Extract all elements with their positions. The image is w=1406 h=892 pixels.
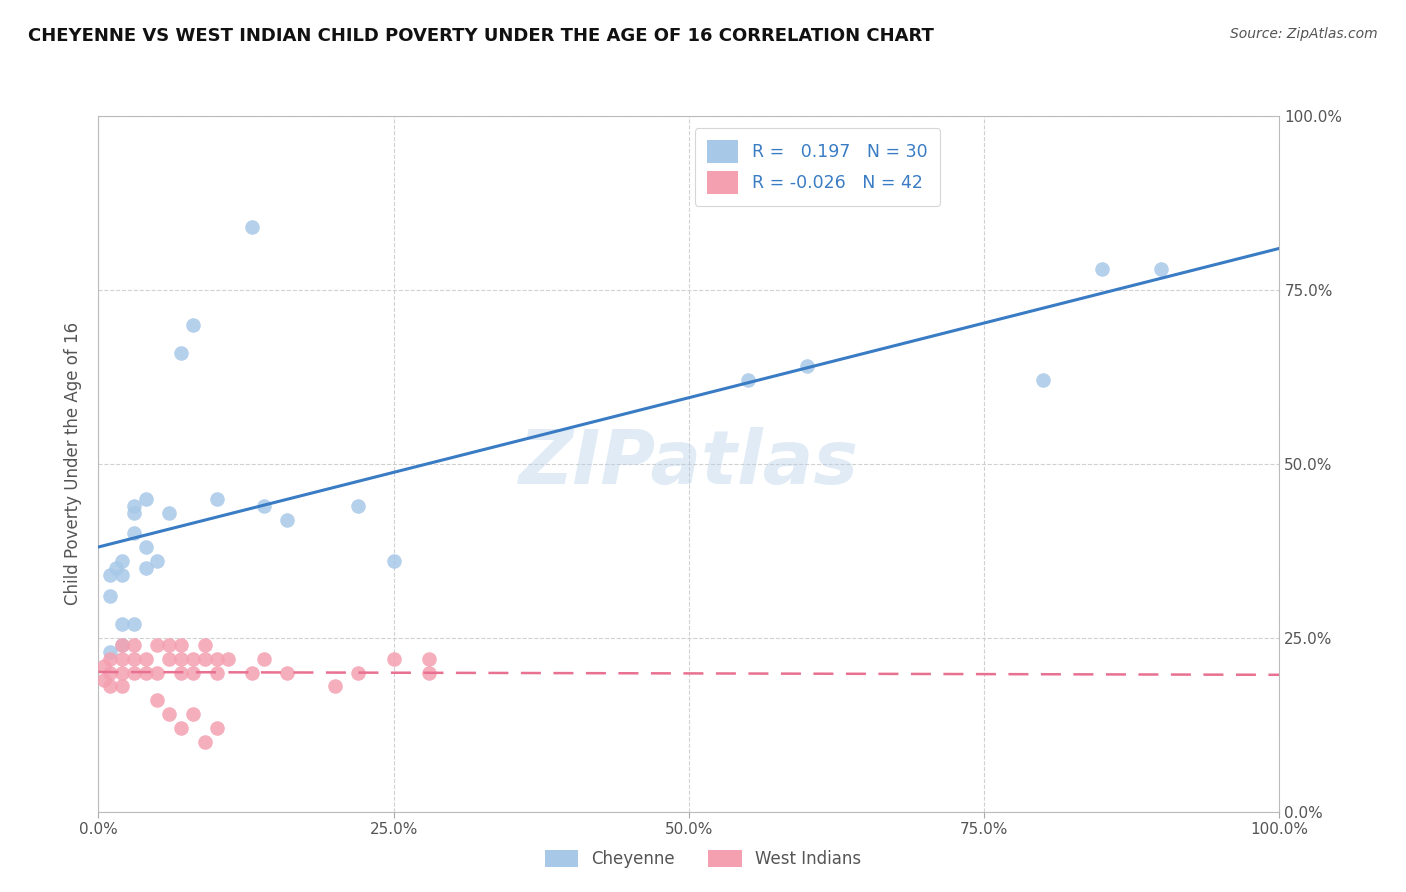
Point — [194, 638, 217, 652]
Point — [240, 665, 263, 680]
Point — [122, 616, 145, 631]
Point — [146, 554, 169, 568]
Point — [347, 665, 370, 680]
Point — [170, 651, 193, 665]
Point — [170, 721, 193, 735]
Point — [146, 665, 169, 680]
Point — [170, 665, 193, 680]
Point — [382, 554, 405, 568]
Point — [93, 673, 115, 687]
Point — [146, 693, 169, 707]
Point — [135, 651, 157, 665]
Point — [181, 707, 204, 722]
Point — [418, 665, 440, 680]
Point — [217, 651, 239, 665]
Point — [135, 491, 157, 506]
Point — [98, 568, 121, 582]
Point — [135, 561, 157, 575]
Point — [205, 665, 228, 680]
Point — [181, 651, 204, 665]
Point — [122, 506, 145, 520]
Text: Source: ZipAtlas.com: Source: ZipAtlas.com — [1230, 27, 1378, 41]
Point — [135, 541, 157, 555]
Point — [1091, 262, 1114, 277]
Point — [111, 616, 134, 631]
Point — [347, 499, 370, 513]
Point — [111, 638, 134, 652]
Text: ZIPatlas: ZIPatlas — [519, 427, 859, 500]
Point — [181, 318, 204, 332]
Point — [323, 680, 346, 694]
Point — [205, 491, 228, 506]
Point — [170, 638, 193, 652]
Point — [111, 568, 134, 582]
Point — [93, 658, 115, 673]
Point — [170, 345, 193, 359]
Point — [98, 665, 121, 680]
Point — [122, 665, 145, 680]
Point — [122, 638, 145, 652]
Point — [382, 651, 405, 665]
Point — [796, 359, 818, 374]
Point — [205, 651, 228, 665]
Point — [157, 707, 180, 722]
Point — [240, 220, 263, 235]
Point — [122, 499, 145, 513]
Point — [157, 506, 180, 520]
Point — [253, 651, 276, 665]
Point — [737, 373, 759, 387]
Point — [157, 638, 180, 652]
Point — [122, 651, 145, 665]
Point — [418, 651, 440, 665]
Point — [98, 651, 121, 665]
Point — [111, 680, 134, 694]
Point — [111, 665, 134, 680]
Point — [98, 645, 121, 659]
Point — [1150, 262, 1173, 277]
Point — [111, 638, 134, 652]
Text: CHEYENNE VS WEST INDIAN CHILD POVERTY UNDER THE AGE OF 16 CORRELATION CHART: CHEYENNE VS WEST INDIAN CHILD POVERTY UN… — [28, 27, 934, 45]
Point — [194, 651, 217, 665]
Point — [276, 512, 298, 526]
Point — [181, 665, 204, 680]
Point — [1032, 373, 1054, 387]
Point — [276, 665, 298, 680]
Point — [122, 526, 145, 541]
Point — [157, 651, 180, 665]
Legend: R =   0.197   N = 30, R = -0.026   N = 42: R = 0.197 N = 30, R = -0.026 N = 42 — [695, 128, 941, 206]
Y-axis label: Child Poverty Under the Age of 16: Child Poverty Under the Age of 16 — [65, 322, 83, 606]
Point — [105, 561, 128, 575]
Point — [111, 651, 134, 665]
Point — [253, 499, 276, 513]
Point — [135, 665, 157, 680]
Point — [111, 554, 134, 568]
Legend: Cheyenne, West Indians: Cheyenne, West Indians — [538, 843, 868, 875]
Point — [98, 680, 121, 694]
Point — [146, 638, 169, 652]
Point — [98, 589, 121, 603]
Point — [194, 735, 217, 749]
Point — [205, 721, 228, 735]
